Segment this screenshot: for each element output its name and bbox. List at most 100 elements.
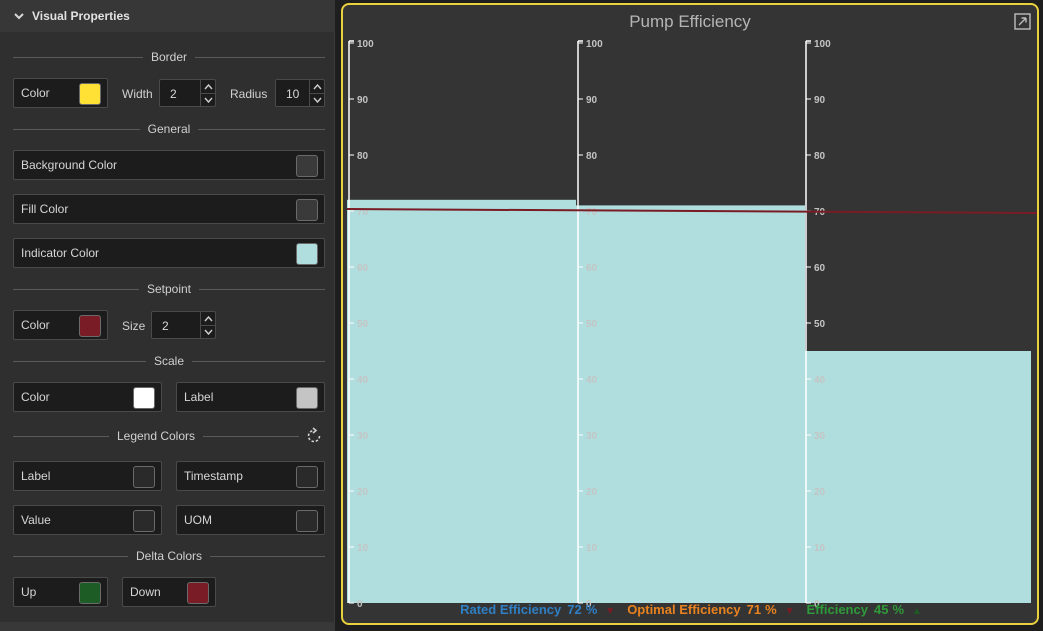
- legend-label-color-picker[interactable]: Label: [13, 461, 162, 491]
- delta-up-label: Up: [21, 585, 37, 599]
- scale-tick-label: 40: [586, 375, 598, 386]
- setpoint-color-picker[interactable]: Color: [13, 310, 108, 340]
- scale-tick-label: 100: [586, 39, 603, 50]
- general-section-divider: General: [13, 122, 326, 136]
- scale-tick-label: 80: [814, 151, 826, 162]
- legend-value-swatch: [133, 510, 155, 532]
- fill-color-picker[interactable]: Fill Color: [13, 194, 325, 224]
- indicator-color-swatch: [296, 243, 318, 265]
- legend-item: Efficiency 45% ▲: [807, 602, 922, 617]
- border-section-divider: Border: [13, 50, 325, 64]
- scale-tick-label: 90: [814, 95, 826, 106]
- legend-uom-label: UOM: [184, 513, 212, 527]
- border-section-title: Border: [150, 50, 188, 64]
- delta-up-icon: ▲: [912, 606, 922, 617]
- legend-value-color-picker[interactable]: Value: [13, 505, 162, 535]
- setpoint-size-label: Size: [122, 319, 146, 333]
- reset-icon[interactable]: [305, 427, 323, 445]
- border-radius-value: 10: [286, 87, 300, 101]
- chart-title: Pump Efficiency: [629, 12, 751, 31]
- legend-value: 45: [873, 602, 889, 617]
- scale-section-divider: Scale: [13, 354, 325, 368]
- legend-series-name: Efficiency: [806, 602, 868, 617]
- fill-color-label: Fill Color: [21, 202, 69, 216]
- delta-down-color-picker[interactable]: Down: [122, 577, 216, 607]
- chevron-up-icon[interactable]: [310, 80, 324, 93]
- scale-tick-label: 40: [357, 375, 369, 386]
- legend-timestamp-color-picker[interactable]: Timestamp: [176, 461, 325, 491]
- scale-tick-label: 60: [814, 263, 826, 274]
- background-color-swatch: [296, 155, 318, 177]
- scale-tick-label: 90: [586, 95, 598, 106]
- chevron-up-icon[interactable]: [201, 80, 215, 93]
- chart-legend: Rated Efficiency 72% ▼ Optimal Efficiency 71…: [343, 602, 1037, 617]
- scale-tick-label: 90: [357, 95, 369, 106]
- bar-1: [347, 199, 576, 604]
- setpoint-line: [346, 208, 1037, 214]
- legend-uom-color-picker[interactable]: UOM: [176, 505, 325, 535]
- panel-title: Visual Properties: [32, 9, 130, 23]
- scale-color-swatch: [133, 387, 155, 409]
- setpoint-color-swatch: [79, 315, 101, 337]
- scale-label-color-picker[interactable]: Label: [176, 382, 325, 412]
- legend-label-swatch: [133, 466, 155, 488]
- setpoint-section-divider: Setpoint: [13, 282, 326, 296]
- legend-uom: %: [585, 602, 598, 617]
- chevron-down-icon[interactable]: [310, 93, 324, 106]
- chevron-down-icon: [14, 13, 24, 20]
- legend-timestamp-swatch: [296, 466, 318, 488]
- legend-timestamp-label: Timestamp: [184, 469, 243, 483]
- visual-properties-panel: Visual Properties Border Color Width 2 R…: [0, 0, 335, 631]
- scale-tick-label: 40: [814, 375, 826, 386]
- indicator-color-picker[interactable]: Indicator Color: [13, 238, 325, 268]
- delta-up-color-picker[interactable]: Up: [13, 577, 108, 607]
- scale-tick-label: 70: [357, 207, 369, 218]
- border-color-swatch: [79, 83, 101, 105]
- border-color-picker[interactable]: Color: [13, 78, 108, 108]
- scale-tick-label: 20: [586, 487, 598, 498]
- bar-3: [804, 351, 1031, 603]
- setpoint-size-value: 2: [162, 319, 169, 333]
- scale-tick-label: 10: [357, 543, 369, 554]
- delta-down-icon: ▼: [605, 606, 616, 617]
- delta-down-icon: ▼: [784, 606, 795, 617]
- chevron-down-icon[interactable]: [201, 325, 215, 338]
- scale-tick-label: 80: [357, 151, 369, 162]
- delta-colors-section-divider: Delta Colors: [13, 549, 325, 563]
- legend-value: 71: [746, 602, 762, 617]
- scale-tick-label: 0: [586, 599, 592, 610]
- scale-color-label: Color: [21, 390, 50, 404]
- scale-tick-label: 30: [586, 431, 598, 442]
- legend-uom: %: [892, 602, 904, 617]
- chevron-up-icon[interactable]: [201, 312, 215, 325]
- legend-series-name: Rated Efficiency: [460, 602, 562, 617]
- expand-icon[interactable]: [1014, 13, 1031, 30]
- background-color-picker[interactable]: Background Color: [13, 150, 325, 180]
- scale-tick-label: 0: [814, 599, 820, 610]
- scale-tick-label: 60: [357, 263, 369, 274]
- visual-properties-header[interactable]: Visual Properties: [0, 0, 335, 32]
- border-radius-label: Radius: [230, 87, 268, 101]
- delta-down-label: Down: [130, 585, 161, 599]
- scale-tick-label: 30: [814, 431, 826, 442]
- delta-up-swatch: [79, 582, 101, 604]
- setpoint-color-label: Color: [21, 318, 50, 332]
- scale-label-swatch: [296, 387, 318, 409]
- delta-colors-section-title: Delta Colors: [135, 549, 203, 563]
- border-radius-stepper[interactable]: 10: [275, 79, 325, 107]
- scale-tick-label: 20: [814, 487, 826, 498]
- scale-tick-label: 50: [814, 319, 826, 330]
- fill-color-swatch: [296, 199, 318, 221]
- general-section-title: General: [147, 122, 191, 136]
- scale-color-picker[interactable]: Color: [13, 382, 162, 412]
- legend-colors-section-title: Legend Colors: [116, 429, 196, 443]
- bar-2: [576, 205, 805, 603]
- border-width-stepper[interactable]: 2: [159, 79, 216, 107]
- legend-value: 72: [567, 602, 582, 617]
- setpoint-size-stepper[interactable]: 2: [151, 311, 216, 339]
- pump-efficiency-card[interactable]: 0 10 20 30 40 50 60 70 80 90 100 0 10 20 30 40 50 60 70 80 9…: [341, 3, 1039, 625]
- scale-tick-label: 0: [357, 599, 363, 610]
- scale-label-label: Label: [184, 390, 214, 404]
- chevron-down-icon[interactable]: [201, 93, 215, 106]
